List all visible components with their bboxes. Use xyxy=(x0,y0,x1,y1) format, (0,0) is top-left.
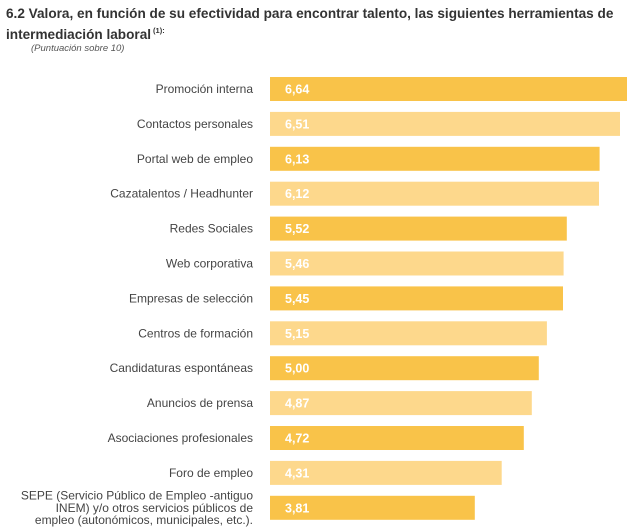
category-label-line: INEM) y/o otros servicios públicos de xyxy=(56,501,254,515)
bar-9 xyxy=(270,356,539,381)
category-label: Centros de formación xyxy=(138,326,253,340)
category-label-line: Contactos personales xyxy=(137,117,253,131)
bar-value-label: 5,52 xyxy=(285,222,309,236)
category-label: SEPE (Servicio Público de Empleo -antigu… xyxy=(21,488,253,527)
category-label: Redes Sociales xyxy=(170,222,253,236)
bar-7 xyxy=(270,286,563,311)
category-label-line: empleo (autonómicos, municipales, etc.). xyxy=(35,513,253,527)
bar-5 xyxy=(270,216,567,241)
category-label: Candidaturas espontáneas xyxy=(110,361,253,375)
bar-3 xyxy=(270,146,600,171)
bar-8 xyxy=(270,321,547,346)
category-label: Portal web de empleo xyxy=(137,152,253,166)
bar-value-label: 5,45 xyxy=(285,292,309,306)
category-label: Web corporativa xyxy=(166,257,253,271)
category-label-line: Candidaturas espontáneas xyxy=(110,361,253,375)
bar-value-label: 4,87 xyxy=(285,397,309,411)
category-label: Empresas de selección xyxy=(129,291,253,305)
bar-value-label: 6,12 xyxy=(285,187,309,201)
chart-title-text: 6.2 Valora, en función de su efectividad… xyxy=(6,6,614,42)
category-label-line: Web corporativa xyxy=(166,257,253,271)
bar-value-label: 5,15 xyxy=(285,327,309,341)
category-label: Anuncios de prensa xyxy=(147,396,253,410)
category-label-line: Anuncios de prensa xyxy=(147,396,253,410)
chart-title-note: (1): xyxy=(153,26,165,35)
bar-11 xyxy=(270,426,524,450)
bar-6 xyxy=(270,251,564,276)
chart-title: 6.2 Valora, en función de su efectividad… xyxy=(6,5,634,43)
bar-value-label: 3,81 xyxy=(285,501,309,515)
bar-value-label: 6,13 xyxy=(285,152,309,166)
category-label: Contactos personales xyxy=(137,117,253,131)
category-label-line: SEPE (Servicio Público de Empleo -antigu… xyxy=(21,488,253,502)
category-label: Promoción interna xyxy=(156,82,254,96)
bar-12 xyxy=(270,460,502,485)
bar-1 xyxy=(270,77,627,101)
bar-value-label: 5,46 xyxy=(285,257,309,271)
category-label-line: Portal web de empleo xyxy=(137,152,253,166)
bar-4 xyxy=(270,181,599,206)
bar-value-label: 6,64 xyxy=(285,83,309,97)
category-label: Asociaciones profesionales xyxy=(108,431,253,445)
bar-10 xyxy=(270,391,532,416)
category-label: Foro de empleo xyxy=(169,466,253,480)
bar-value-label: 4,31 xyxy=(285,466,309,480)
category-label-line: Foro de empleo xyxy=(169,466,253,480)
category-label-line: Asociaciones profesionales xyxy=(108,431,253,445)
category-label-line: Centros de formación xyxy=(138,326,253,340)
bar-13 xyxy=(270,495,475,520)
category-label-line: Redes Sociales xyxy=(170,222,253,236)
bar-value-label: 6,51 xyxy=(285,117,309,131)
chart-subtitle: (Puntuación sobre 10) xyxy=(31,43,125,54)
category-label: Cazatalentos / Headhunter xyxy=(110,187,253,201)
bar-2 xyxy=(270,111,620,136)
category-label-line: Promoción interna xyxy=(156,82,254,96)
category-label-line: Cazatalentos / Headhunter xyxy=(110,187,253,201)
bar-value-label: 5,00 xyxy=(285,362,309,376)
bar-value-label: 4,72 xyxy=(285,432,309,446)
category-label-line: Empresas de selección xyxy=(129,291,253,305)
